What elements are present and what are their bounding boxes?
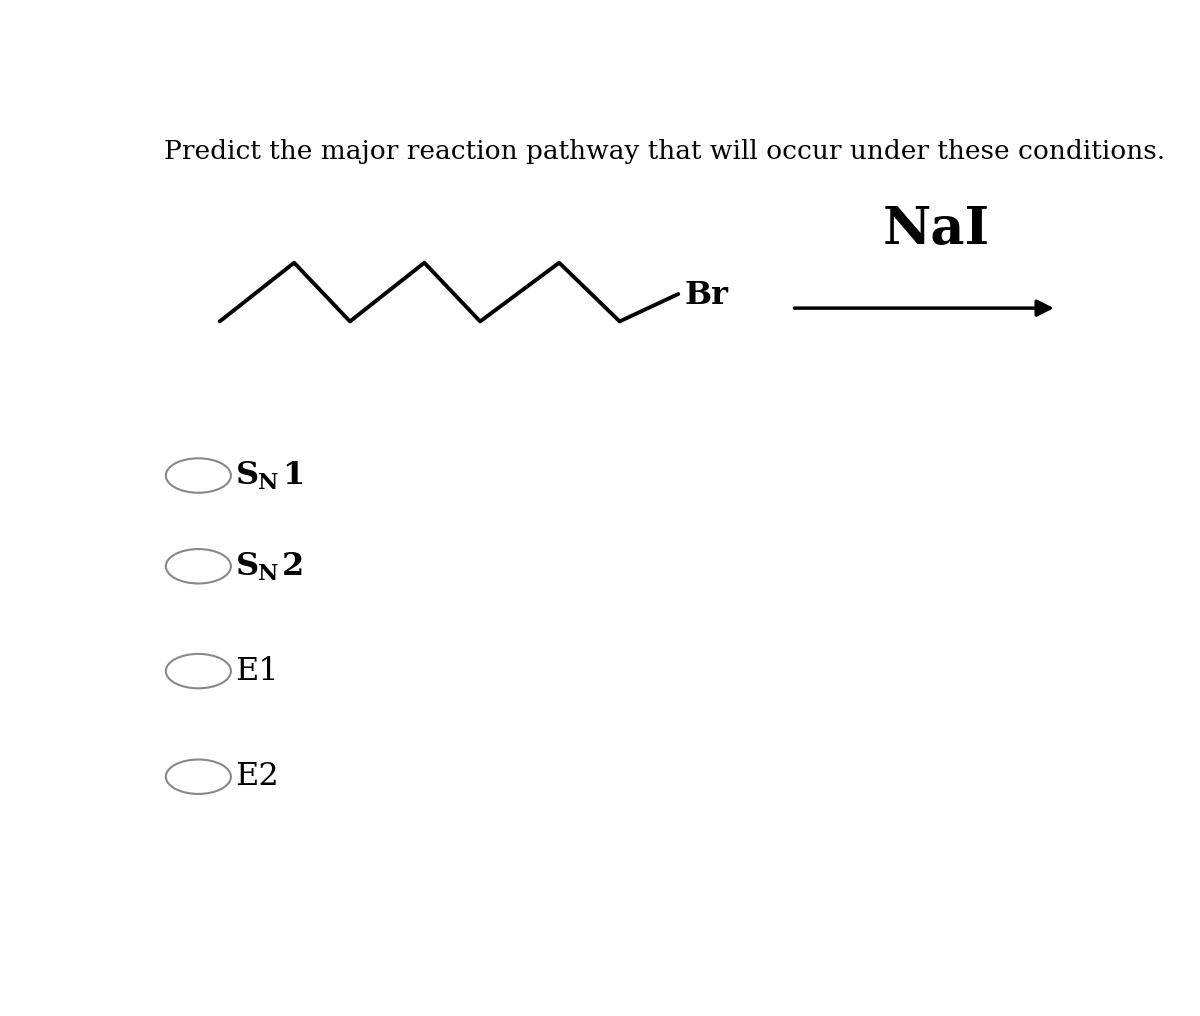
Text: E1: E1 [235,655,280,687]
Text: E2: E2 [235,761,280,792]
Text: N: N [258,563,278,585]
Text: 1: 1 [282,460,305,491]
Text: Predict the major reaction pathway that will occur under these conditions.: Predict the major reaction pathway that … [164,139,1165,165]
Text: N: N [258,472,278,495]
Text: 2: 2 [282,551,305,582]
Text: NaI: NaI [882,204,990,255]
Text: S: S [235,551,259,582]
Text: Br: Br [685,280,728,311]
Text: S: S [235,460,259,491]
